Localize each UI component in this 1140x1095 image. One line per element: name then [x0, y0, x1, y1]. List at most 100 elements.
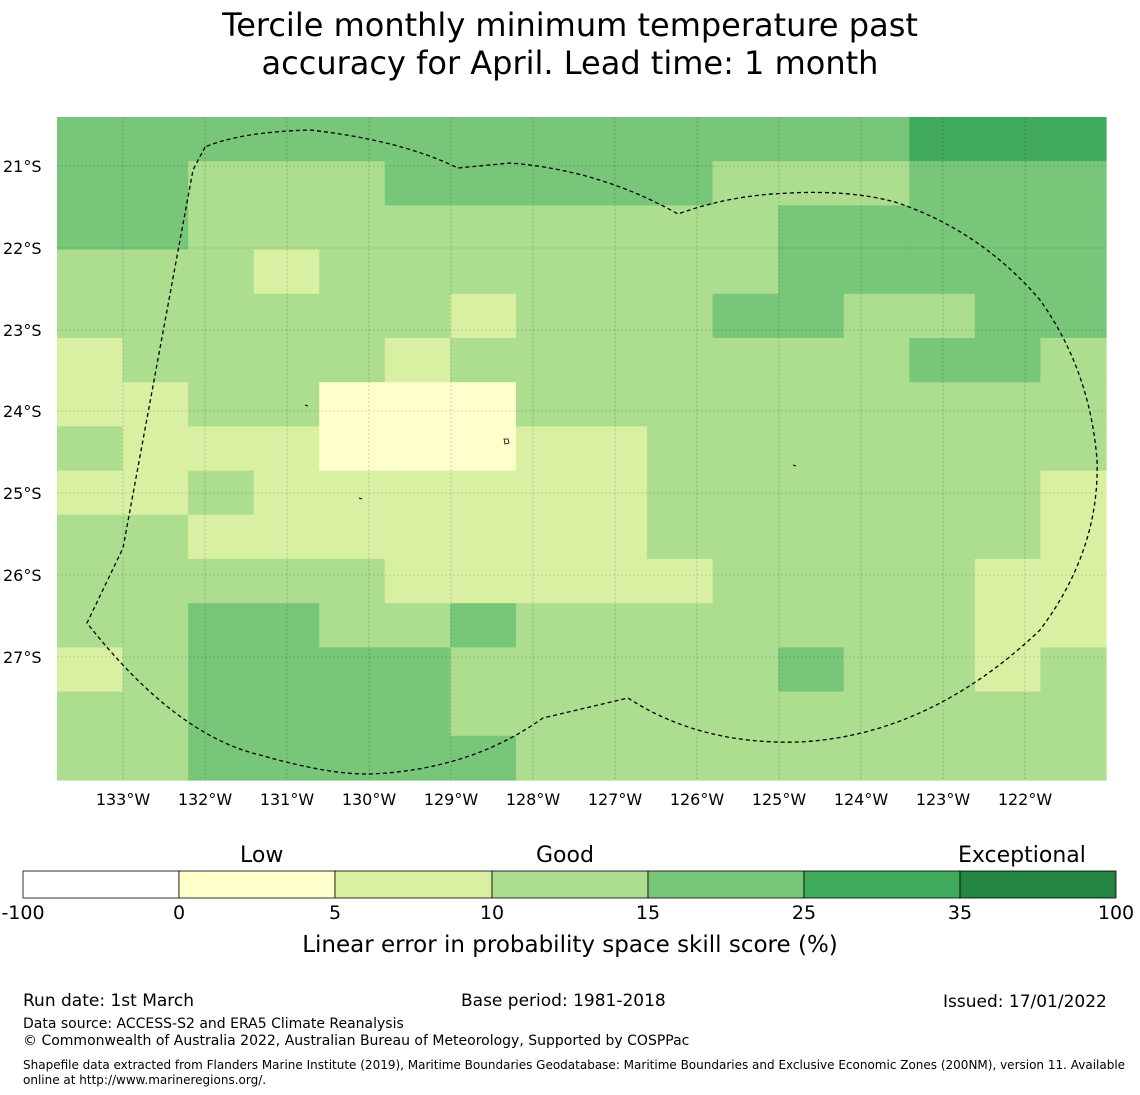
- grid-cell: [647, 470, 714, 516]
- grid-cell: [253, 603, 320, 648]
- longitude-label: 126°W: [670, 790, 725, 809]
- grid-cell: [843, 161, 910, 206]
- latitude-label: 21°S: [3, 157, 42, 176]
- grid-cell: [974, 470, 1042, 516]
- grid-cell: [122, 161, 189, 206]
- colorbar: [22, 870, 1117, 899]
- longitude-label: 125°W: [752, 790, 807, 809]
- grid-cell: [712, 249, 779, 295]
- grid-cell: [515, 426, 583, 472]
- grid-cell: [450, 117, 517, 162]
- map-figure: 21°S22°S23°S24°S25°S26°S27°S 133°W 132°W 1…: [3, 117, 1107, 809]
- grid-cell: [1040, 161, 1107, 206]
- longitude-label: 133°W: [96, 790, 151, 809]
- grid-cell: [843, 293, 910, 339]
- grid-cell: [909, 514, 976, 560]
- grid-cell: [253, 382, 320, 427]
- grid-cell: [319, 293, 386, 339]
- island-small-1: [304, 404, 309, 407]
- grid-cell: [384, 161, 451, 206]
- grid-cell: [712, 293, 779, 339]
- grid-cell: [712, 691, 779, 737]
- title-line-2: accuracy for April. Lead time: 1 month: [261, 44, 879, 82]
- grid-cell: [384, 249, 451, 295]
- grid-cell: [581, 117, 648, 162]
- grid-cell: [384, 117, 451, 162]
- grid-cell: [581, 161, 648, 206]
- grid-cell: [1040, 382, 1107, 427]
- grid-cell: [843, 249, 910, 295]
- island-pitcairn: [503, 438, 510, 445]
- grid-cell: [712, 603, 779, 648]
- grid-cell: [450, 735, 517, 781]
- grid-cell: [909, 470, 976, 516]
- colorbar-segment: [334, 870, 493, 899]
- grid-cell: [712, 470, 779, 516]
- grid-cell: [515, 117, 583, 162]
- grid-cell: [253, 514, 320, 560]
- grid-cell: [515, 161, 583, 206]
- grid-cell: [909, 603, 976, 648]
- grid-cell: [253, 470, 320, 516]
- grid-cell: [909, 293, 976, 339]
- grid-cell: [253, 161, 320, 206]
- grid-cell: [188, 603, 255, 648]
- grid-cell: [450, 382, 517, 427]
- grid-cell: [843, 647, 910, 693]
- grid-cell: [778, 647, 845, 693]
- base-period: Base period: 1981-2018: [461, 991, 666, 1011]
- grid-cell: [909, 249, 976, 295]
- grid-cell: [450, 647, 517, 693]
- grid-cell: [909, 735, 976, 781]
- graticule: [57, 117, 1106, 780]
- grid-cell: [253, 426, 320, 472]
- grid-cell: [450, 205, 517, 251]
- grid-cell: [384, 603, 451, 648]
- grid-cell: [57, 691, 124, 737]
- grid-cell: [1040, 559, 1107, 604]
- grid-cell: [843, 205, 910, 251]
- grid-cell: [384, 205, 451, 251]
- colorbar-segment: [647, 870, 805, 899]
- grid-cell: [1040, 691, 1107, 737]
- grid-cell: [57, 603, 124, 648]
- grid-cell: [778, 338, 845, 383]
- grid-cell: [1040, 426, 1107, 472]
- grid-cell: [384, 691, 451, 737]
- longitude-label: 132°W: [178, 790, 233, 809]
- grid-cell: [647, 293, 714, 339]
- grid-cell: [974, 514, 1042, 560]
- issued-date: Issued: 17/01/2022: [943, 992, 1107, 1012]
- colorbar-segment: [803, 870, 961, 899]
- grid-cell: [712, 205, 779, 251]
- grid-cell: [188, 514, 255, 560]
- grid-cell: [778, 691, 845, 737]
- grid-cell: [909, 559, 976, 604]
- grid-cell: [778, 514, 845, 560]
- grid-cell: [647, 603, 714, 648]
- grid-cell: [319, 382, 386, 427]
- grid-cell: [581, 559, 648, 604]
- grid-cell: [581, 514, 648, 560]
- grid-cell: [581, 470, 648, 516]
- grid-cell: [122, 426, 189, 472]
- grid-cell: [843, 603, 910, 648]
- grid-cell: [712, 559, 779, 604]
- grid-cell: [57, 559, 124, 604]
- grid-cell: [515, 338, 583, 383]
- grid-cell: [647, 647, 714, 693]
- grid-cell: [253, 647, 320, 693]
- colorbar-title: Linear error in probability space skill …: [302, 932, 838, 958]
- grid-cell: [122, 249, 189, 295]
- grid-cell: [57, 249, 124, 295]
- grid-cell: [122, 559, 189, 604]
- grid-cell: [581, 382, 648, 427]
- grid-cell: [57, 338, 124, 383]
- grid-cell: [712, 647, 779, 693]
- grid-cell: [974, 426, 1042, 472]
- grid-cell: [384, 338, 451, 383]
- latitude-labels: 21°S 22°S 23°S 24°S 25°S 26°S 27°S: [3, 157, 42, 667]
- longitude-label: 131°W: [260, 790, 315, 809]
- grid-cell: [384, 470, 451, 516]
- grid-cell: [515, 293, 583, 339]
